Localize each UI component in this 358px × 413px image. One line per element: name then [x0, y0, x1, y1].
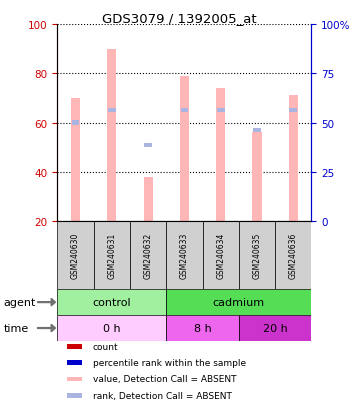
Bar: [216, 89, 225, 222]
Bar: [252, 133, 262, 222]
Text: time: time: [4, 323, 29, 333]
Bar: [93, 222, 130, 290]
Bar: [239, 222, 275, 290]
Bar: [144, 143, 152, 147]
Text: GSM240634: GSM240634: [216, 233, 225, 279]
Text: GSM240631: GSM240631: [107, 233, 116, 279]
Text: 0 h: 0 h: [103, 323, 121, 333]
Bar: [67, 361, 82, 365]
Text: control: control: [92, 297, 131, 307]
Bar: [71, 99, 80, 222]
Bar: [108, 109, 116, 113]
Bar: [130, 222, 166, 290]
Text: 8 h: 8 h: [194, 323, 212, 333]
Text: cadmium: cadmium: [213, 297, 265, 307]
Text: GSM240636: GSM240636: [289, 233, 298, 279]
Bar: [57, 290, 166, 315]
Text: GSM240633: GSM240633: [180, 233, 189, 279]
Text: agent: agent: [4, 297, 36, 307]
Bar: [57, 315, 166, 341]
Bar: [57, 222, 93, 290]
Text: GDS3079 / 1392005_at: GDS3079 / 1392005_at: [102, 12, 256, 25]
Bar: [72, 121, 79, 126]
Bar: [203, 222, 239, 290]
Text: rank, Detection Call = ABSENT: rank, Detection Call = ABSENT: [93, 391, 232, 400]
Bar: [275, 222, 311, 290]
Bar: [144, 178, 153, 222]
Bar: [67, 393, 82, 398]
Bar: [67, 377, 82, 382]
Bar: [166, 290, 311, 315]
Bar: [180, 109, 188, 113]
Bar: [289, 96, 298, 222]
Text: count: count: [93, 342, 118, 351]
Bar: [239, 315, 311, 341]
Text: GSM240630: GSM240630: [71, 233, 80, 279]
Text: GSM240635: GSM240635: [252, 233, 261, 279]
Bar: [166, 315, 239, 341]
Bar: [107, 50, 116, 222]
Bar: [180, 76, 189, 222]
Text: percentile rank within the sample: percentile rank within the sample: [93, 358, 246, 367]
Bar: [67, 344, 82, 349]
Bar: [253, 128, 261, 133]
Bar: [217, 109, 224, 113]
Bar: [290, 109, 297, 113]
Text: GSM240632: GSM240632: [144, 233, 153, 279]
Text: value, Detection Call = ABSENT: value, Detection Call = ABSENT: [93, 375, 236, 384]
Text: 20 h: 20 h: [263, 323, 287, 333]
Bar: [166, 222, 203, 290]
